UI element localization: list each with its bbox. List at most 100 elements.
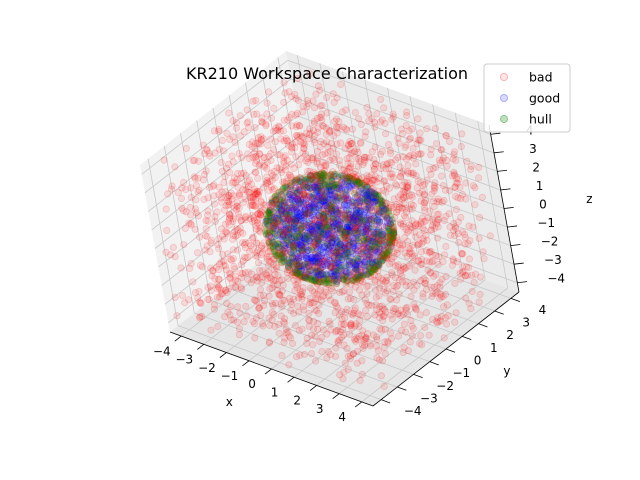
legend: bad good hull xyxy=(483,63,571,133)
point-bad xyxy=(215,191,223,199)
point-bad xyxy=(180,178,188,186)
point-bad xyxy=(409,324,417,333)
x-tick xyxy=(174,335,182,342)
point-bad xyxy=(244,253,252,262)
point-bad xyxy=(232,124,241,132)
point-bad xyxy=(329,231,338,239)
x-tick-label: 4 xyxy=(338,410,346,424)
point-bad xyxy=(207,239,215,247)
point-bad xyxy=(313,279,321,287)
point-bad xyxy=(251,334,259,342)
point-bad xyxy=(295,122,303,130)
point-bad xyxy=(361,296,369,304)
point-bad xyxy=(270,167,278,176)
point-bad xyxy=(256,224,265,232)
point-bad xyxy=(292,260,301,269)
point-bad xyxy=(427,283,435,291)
point-bad xyxy=(265,268,273,277)
point-bad xyxy=(353,359,361,367)
point-bad xyxy=(245,239,253,247)
point-bad xyxy=(318,333,326,341)
point-bad xyxy=(366,251,375,259)
point-bad xyxy=(325,255,333,263)
point-bad xyxy=(379,240,387,248)
point-bad xyxy=(314,287,323,295)
point-bad xyxy=(320,256,329,265)
point-bad xyxy=(413,220,421,228)
point-bad xyxy=(263,173,271,181)
point-bad xyxy=(465,255,474,263)
point-bad xyxy=(365,215,373,223)
point-bad xyxy=(267,150,275,158)
y-tick xyxy=(494,310,504,315)
point-bad xyxy=(362,223,370,231)
point-bad xyxy=(388,240,396,248)
grid-lines xyxy=(141,55,518,403)
point-bad xyxy=(404,169,413,177)
point-bad xyxy=(371,246,379,254)
point-bad xyxy=(300,261,308,270)
point-bad xyxy=(462,195,470,203)
point-bad xyxy=(377,326,386,334)
x-tick-label: −1 xyxy=(221,369,239,383)
point-bad xyxy=(330,251,339,260)
point-bad xyxy=(422,257,431,265)
point-bad xyxy=(451,192,460,200)
point-bad xyxy=(375,208,384,216)
point-bad xyxy=(347,187,355,195)
point-bad xyxy=(199,176,208,184)
point-bad xyxy=(402,225,410,234)
point-bad xyxy=(291,321,300,330)
point-bad xyxy=(239,229,247,237)
point-bad xyxy=(336,241,344,249)
point-bad xyxy=(244,124,253,132)
point-bad xyxy=(343,209,352,217)
point-bad xyxy=(422,217,430,225)
point-bad xyxy=(311,177,320,186)
point-bad xyxy=(381,130,390,138)
point-bad xyxy=(358,357,366,365)
point-bad xyxy=(327,205,335,213)
point-bad xyxy=(277,312,285,320)
point-bad xyxy=(422,286,430,294)
point-bad xyxy=(254,174,262,182)
point-bad xyxy=(461,230,469,239)
point-bad xyxy=(470,278,478,287)
point-bad xyxy=(340,320,348,328)
y-tick xyxy=(462,335,472,340)
point-bad xyxy=(377,372,385,380)
point-bad xyxy=(285,294,294,302)
point-bad xyxy=(320,204,328,212)
x-tick xyxy=(264,368,272,375)
point-bad xyxy=(402,214,410,222)
point-bad xyxy=(375,313,384,322)
point-bad xyxy=(350,335,358,343)
point-bad xyxy=(377,95,385,104)
point-bad xyxy=(430,203,438,211)
point-bad xyxy=(262,122,270,130)
point-bad xyxy=(383,287,391,295)
point-bad xyxy=(278,276,286,284)
point-bad xyxy=(378,316,387,325)
point-bad xyxy=(295,308,303,316)
point-bad xyxy=(380,224,389,232)
point-bad xyxy=(325,292,333,300)
point-bad xyxy=(278,259,286,267)
point-bad xyxy=(253,110,261,118)
point-bad xyxy=(300,191,308,199)
point-bad xyxy=(332,344,340,352)
point-bad xyxy=(396,240,404,249)
point-bad xyxy=(352,225,361,233)
point-bad xyxy=(204,211,212,219)
point-bad xyxy=(292,95,300,103)
point-bad xyxy=(381,350,389,358)
point-bad xyxy=(344,352,352,360)
point-bad xyxy=(435,210,443,218)
point-bad xyxy=(264,88,273,96)
point-bad xyxy=(435,253,443,261)
point-bad xyxy=(462,179,470,187)
point-bad xyxy=(204,217,212,225)
point-bad xyxy=(328,274,337,282)
point-bad xyxy=(346,354,354,363)
point-bad xyxy=(467,162,475,170)
